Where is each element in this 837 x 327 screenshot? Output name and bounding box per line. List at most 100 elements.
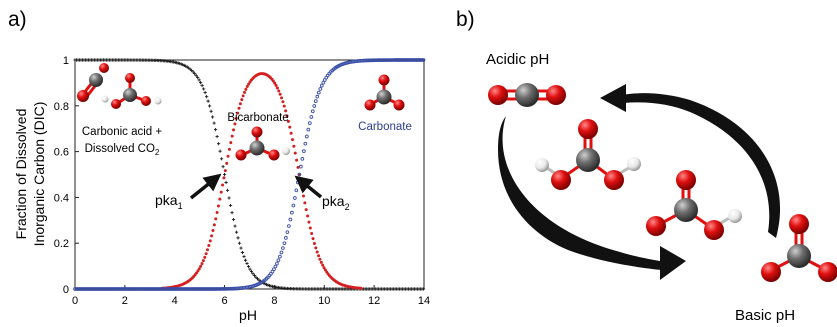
carbonic-acid-point bbox=[202, 87, 206, 91]
plot-area bbox=[74, 59, 425, 290]
carbonic-acid-point bbox=[193, 71, 197, 76]
carbonate-point bbox=[299, 164, 303, 169]
bicarbonate-point bbox=[225, 161, 229, 165]
carbonic-acid-point bbox=[230, 211, 234, 215]
carbonate-point bbox=[315, 94, 320, 99]
bicarbonate-point bbox=[199, 264, 203, 268]
carbonate-point bbox=[275, 261, 279, 266]
bicarbonate-point bbox=[314, 246, 318, 250]
carbonate-point bbox=[301, 149, 306, 153]
bicarbonate-point bbox=[301, 194, 305, 198]
bicarbonate-point bbox=[288, 125, 292, 129]
carbonate-point bbox=[279, 250, 284, 255]
speciation-cycle-diagram: Acidic pH Basic pH bbox=[486, 51, 837, 324]
carbonic-acid-point bbox=[243, 258, 248, 262]
x-axis: 0 2 4 6 8 10 12 14 bbox=[72, 285, 430, 307]
bicarbonate-point bbox=[274, 83, 278, 87]
series-bicarbonate bbox=[160, 72, 363, 290]
bicarbonate-point bbox=[238, 102, 242, 106]
bicarbonate-point bbox=[200, 262, 204, 266]
bicarbonate-point bbox=[300, 187, 304, 191]
bicarbonate-point bbox=[222, 176, 226, 180]
carbonate-point bbox=[318, 87, 323, 91]
bicarbonate-point bbox=[295, 158, 299, 162]
carbonic-acid-molecule-icon bbox=[77, 63, 162, 109]
bicarbonate-point bbox=[321, 263, 325, 267]
pka1-arrow bbox=[189, 173, 222, 200]
carbonic-acid-point bbox=[200, 84, 204, 88]
bicarbonate-point bbox=[205, 248, 209, 252]
bicarbonate-point bbox=[203, 255, 207, 259]
carbonic-acid-point bbox=[225, 188, 230, 192]
bicarbonate-point bbox=[275, 86, 279, 90]
carbonate-point bbox=[282, 241, 287, 246]
carbonic-acid-point bbox=[236, 236, 240, 240]
carbonic-acid-point bbox=[248, 267, 252, 271]
carbonate-point bbox=[309, 115, 314, 119]
bicarbonate-point bbox=[223, 169, 227, 173]
carbonic-acid-point bbox=[227, 196, 231, 200]
series-carbonate bbox=[73, 58, 426, 291]
cycle-arrow-upper-icon bbox=[622, 93, 781, 238]
carbonate-point bbox=[310, 109, 315, 114]
y-tick-label: 0.6 bbox=[54, 147, 69, 159]
carbonic-acid-point bbox=[212, 121, 216, 125]
carbonic-acid-point bbox=[222, 172, 227, 177]
carbonic-acid-point bbox=[199, 81, 203, 85]
bicarbonate-point bbox=[244, 87, 248, 91]
carbonic-acid-point bbox=[215, 134, 219, 139]
carbonate-point bbox=[306, 127, 311, 132]
cycle-arrow-lower-icon bbox=[498, 116, 665, 270]
x-tick-label: 2 bbox=[122, 295, 128, 307]
bicarbonate-point bbox=[221, 183, 225, 187]
x-tick-label: 12 bbox=[368, 295, 380, 307]
bicarbonate-point bbox=[201, 259, 205, 263]
carbonic-acid-point bbox=[203, 90, 207, 95]
bicarbonate-point bbox=[241, 94, 245, 98]
carbonate-point bbox=[313, 99, 318, 103]
bicarbonate-label: Bicarbonate bbox=[227, 112, 288, 124]
y-tick-label: 1 bbox=[63, 55, 69, 67]
x-tick-label: 6 bbox=[222, 295, 228, 307]
carbonate-molecule-b-icon bbox=[761, 214, 837, 282]
bicarbonate-point bbox=[226, 154, 230, 158]
carbonic-acid-point bbox=[213, 128, 218, 132]
bicarbonate-point bbox=[284, 109, 288, 113]
carbonate-point bbox=[312, 104, 317, 108]
carbonic-acid-point bbox=[191, 70, 195, 74]
bicarbonate-point bbox=[293, 151, 297, 155]
bicarbonate-point bbox=[234, 116, 238, 120]
bicarbonate-point bbox=[212, 223, 216, 227]
carbonic-acid-point bbox=[237, 241, 242, 245]
bicarbonate-point bbox=[237, 106, 241, 110]
bicarbonate-point bbox=[278, 92, 282, 96]
bicarbonate-molecule-b-icon bbox=[646, 170, 742, 240]
carbonic-acid-point bbox=[252, 274, 257, 278]
carbonate-point bbox=[300, 156, 305, 161]
carbonic-acid-point bbox=[218, 149, 222, 153]
carbonate-point bbox=[307, 121, 312, 125]
bicarbonate-point bbox=[303, 201, 307, 205]
bicarbonate-point bbox=[317, 254, 321, 258]
cycle-arrow-upper-head-icon bbox=[600, 84, 626, 112]
carbonic-acid-point bbox=[246, 264, 251, 269]
carbonate-point bbox=[294, 188, 299, 193]
bicarbonate-point bbox=[196, 269, 200, 273]
pka1-label: pka1 bbox=[155, 192, 183, 211]
carbonic-acid-point bbox=[239, 246, 243, 250]
bicarbonate-point bbox=[245, 85, 249, 89]
carbonic-acid-point bbox=[251, 272, 255, 276]
bicarbonate-point bbox=[216, 204, 220, 208]
carbonate-point bbox=[319, 83, 324, 88]
y-axis-label-line1: Fraction of Dissolved bbox=[13, 109, 29, 240]
bicarbonate-point bbox=[322, 266, 326, 270]
bicarbonate-point bbox=[312, 241, 316, 245]
carbonic-acid-point bbox=[219, 157, 224, 161]
carbonate-point bbox=[290, 210, 294, 215]
bicarbonate-point bbox=[307, 220, 311, 224]
carbonate-point bbox=[303, 141, 308, 146]
carbonate-point bbox=[278, 254, 282, 259]
carbonic-acid-point bbox=[240, 250, 245, 255]
bicarbonate-point bbox=[311, 237, 315, 241]
bicarbonate-point bbox=[310, 232, 314, 236]
